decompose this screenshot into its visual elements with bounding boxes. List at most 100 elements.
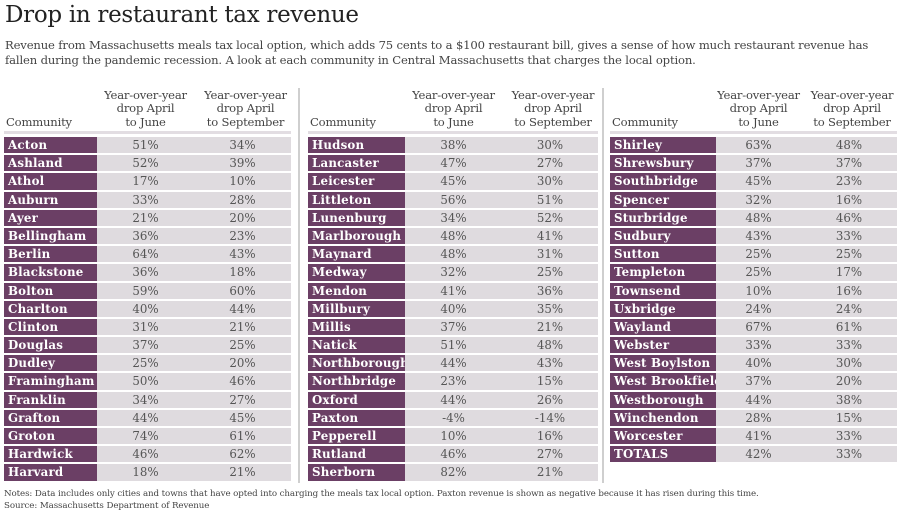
table-row: Townsend 10% 16%: [610, 282, 897, 299]
table-row: Natick 51% 48%: [308, 337, 598, 354]
community-name: Templeton: [610, 264, 716, 281]
june-drop-value: 25%: [97, 355, 194, 372]
header-june-line: drop April: [729, 101, 788, 115]
june-drop-value: 67%: [716, 318, 801, 336]
june-drop-value: 44%: [97, 409, 194, 426]
table-section-3: Community Year-over-year drop April to June…: [610, 84, 897, 464]
community-name: Grafton: [4, 409, 97, 426]
june-drop-value: 34%: [405, 209, 502, 226]
june-drop-value: -4%: [405, 409, 502, 426]
chart-title: Drop in restaurant tax revenue: [5, 2, 359, 28]
community-name: Sherborn: [308, 464, 405, 481]
june-drop-value: 37%: [97, 337, 194, 354]
june-drop-value: 37%: [716, 373, 801, 390]
june-drop-value: 28%: [716, 409, 801, 426]
september-drop-value: 15%: [502, 373, 598, 390]
september-drop-value: 33%: [801, 428, 897, 445]
table-row: Paxton -4% -14%: [308, 409, 598, 426]
community-name: Blackstone: [4, 264, 97, 281]
september-drop-value: 17%: [801, 264, 897, 281]
community-name: Southbridge: [610, 173, 716, 190]
table-row: Littleton 56% 51%: [308, 191, 598, 208]
june-drop-value: 44%: [716, 391, 801, 408]
table-row: Oxford 44% 26%: [308, 391, 598, 408]
community-name: Sturbridge: [610, 209, 716, 226]
september-drop-value: 18%: [194, 264, 291, 281]
september-drop-value: 52%: [502, 209, 598, 226]
june-drop-value: 46%: [97, 446, 194, 463]
community-name: Shrewsbury: [610, 155, 716, 172]
community-name: Bolton: [4, 282, 97, 299]
community-name: Clinton: [4, 318, 97, 336]
september-drop-value: 48%: [502, 337, 598, 354]
september-drop-value: 30%: [502, 173, 598, 190]
september-drop-value: 34%: [194, 137, 291, 154]
table-row: Sudbury 43% 33%: [610, 227, 897, 245]
september-drop-value: 27%: [502, 446, 598, 463]
june-drop-value: 59%: [97, 282, 194, 299]
june-drop-value: 43%: [716, 227, 801, 245]
september-drop-value: 21%: [502, 318, 598, 336]
table-row: Auburn 33% 28%: [4, 191, 291, 208]
table-row: Acton 51% 34%: [4, 137, 291, 154]
september-drop-value: 44%: [194, 300, 291, 317]
table-row: Shirley 63% 48%: [610, 137, 897, 154]
table-row: Sturbridge 48% 46%: [610, 209, 897, 226]
community-name: West Boylston: [610, 355, 716, 372]
header-june-line: Year-over-year: [717, 87, 800, 102]
community-name: Northbridge: [308, 373, 405, 390]
community-name: TOTALS: [610, 446, 716, 463]
table-section-2: Community Year-over-year drop April to June…: [308, 84, 598, 483]
september-drop-value: 27%: [502, 155, 598, 172]
table-row: Hudson 38% 30%: [308, 137, 598, 154]
section-divider: [602, 88, 604, 483]
table-row: Leicester 45% 30%: [308, 173, 598, 190]
table-row: Charlton 40% 44%: [4, 300, 291, 317]
table-row: Spencer 32% 16%: [610, 191, 897, 208]
community-name: West Brookfield: [610, 373, 723, 390]
september-drop-value: 31%: [502, 246, 598, 263]
september-drop-value: 21%: [502, 464, 598, 481]
community-name: Charlton: [4, 300, 97, 317]
september-drop-value: 21%: [194, 318, 291, 336]
community-name: Douglas: [4, 337, 97, 354]
header-september-line: to September: [514, 114, 592, 129]
september-drop-value: 30%: [801, 355, 897, 372]
table-row: Blackstone 36% 18%: [4, 264, 291, 281]
totals-row: TOTALS 42% 33%: [610, 446, 897, 463]
community-name: Uxbridge: [610, 300, 716, 317]
table-row: Northborough 44% 43%: [308, 355, 598, 372]
table-section-1: Community Year-over-year drop April to June…: [4, 84, 291, 483]
header-june: Year-over-year drop April to June: [716, 87, 801, 130]
june-drop-value: 48%: [405, 246, 502, 263]
june-drop-value: 47%: [405, 155, 502, 172]
table-row: Clinton 31% 21%: [4, 318, 291, 336]
table-row: Mendon 41% 36%: [308, 282, 598, 299]
june-drop-value: 36%: [97, 264, 194, 281]
table-row: Lunenburg 34% 52%: [308, 209, 598, 226]
september-drop-value: 60%: [194, 282, 291, 299]
june-drop-value: 42%: [716, 446, 801, 463]
june-drop-value: 82%: [405, 464, 502, 481]
june-drop-value: 44%: [405, 391, 502, 408]
table-row: Millis 37% 21%: [308, 318, 598, 336]
table-body: Shirley 63% 48% Shrewsbury 37% 37% Southbridge…: [610, 137, 897, 463]
community-name: Sudbury: [610, 227, 716, 245]
june-drop-value: 37%: [405, 318, 502, 336]
table-body: Acton 51% 34% Ashland 52% 39% Athol 17% 10% Aubur…: [4, 137, 291, 481]
table-row: Bellingham 36% 23%: [4, 227, 291, 245]
header-june-line: Year-over-year: [412, 87, 495, 102]
september-drop-value: 33%: [801, 337, 897, 354]
header-september: Year-over-year drop April to September: [502, 87, 604, 130]
september-drop-value: 51%: [502, 191, 598, 208]
september-drop-value: 41%: [502, 227, 598, 245]
september-drop-value: 33%: [801, 227, 897, 245]
community-name: Athol: [4, 173, 97, 190]
september-drop-value: 28%: [194, 191, 291, 208]
table-header: Community Year-over-year drop April to June…: [610, 84, 897, 134]
community-name: Westborough: [610, 391, 716, 408]
september-drop-value: 20%: [194, 355, 291, 372]
table-row: Northbridge 23% 15%: [308, 373, 598, 390]
header-september-line: Year-over-year: [511, 87, 595, 102]
community-name: Medway: [308, 264, 405, 281]
